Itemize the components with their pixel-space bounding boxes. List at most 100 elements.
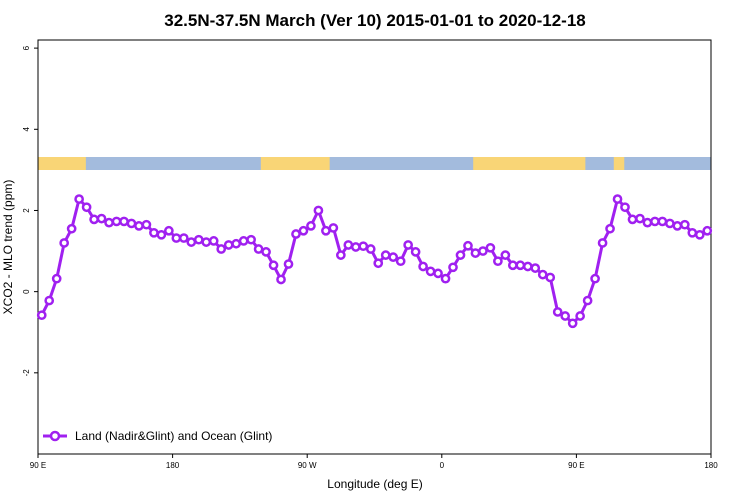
y-tick-label: 4 — [22, 127, 31, 132]
data-point — [365, 244, 376, 254]
data-point — [186, 237, 197, 247]
data-point — [66, 223, 77, 234]
data-point — [493, 256, 503, 267]
land-segment-2 — [473, 157, 586, 170]
data-point — [657, 216, 668, 227]
y-tick-label: 0 — [22, 289, 31, 294]
data-point — [283, 259, 294, 269]
land-segment-0 — [38, 157, 86, 170]
land-ocean-strip — [38, 157, 711, 170]
land-segment-3 — [613, 157, 625, 170]
data-point — [515, 260, 526, 271]
data-point — [642, 217, 653, 228]
data-point — [89, 214, 99, 225]
data-point — [141, 219, 152, 230]
legend-marker — [49, 430, 61, 442]
data-point — [530, 263, 541, 273]
plot-frame — [37, 39, 712, 455]
data-point — [582, 295, 593, 306]
data-point — [478, 246, 488, 256]
data-point — [223, 240, 234, 250]
data-point — [276, 274, 286, 285]
data-point — [463, 240, 473, 251]
y-axis-label: XCO2 - MLO trend (ppm) — [1, 180, 15, 315]
data-point — [470, 248, 481, 258]
data-point — [448, 262, 458, 273]
data-point — [104, 217, 114, 228]
data-point — [171, 233, 182, 243]
data-point — [672, 221, 683, 231]
data-point — [620, 202, 630, 213]
data-point — [410, 247, 421, 257]
y-tick-label: 6 — [22, 45, 31, 50]
data-point — [261, 247, 271, 257]
data-point — [545, 272, 556, 283]
legend-label: Land (Nadir&Glint) and Ocean (Glint) — [75, 429, 272, 443]
data-point — [567, 318, 578, 329]
data-point — [238, 236, 249, 246]
data-point — [597, 238, 608, 248]
data-point — [485, 242, 496, 253]
data-point — [36, 310, 47, 321]
data-point — [231, 238, 242, 249]
data-point — [193, 234, 204, 245]
y-tick-label: -2 — [22, 369, 31, 377]
data-point — [178, 233, 189, 243]
data-point — [687, 227, 698, 238]
data-point — [350, 242, 361, 252]
data-point — [627, 214, 638, 225]
data-point — [253, 244, 264, 254]
data-point — [575, 311, 585, 321]
data-point — [380, 250, 391, 260]
data-point — [388, 252, 399, 262]
data-point — [694, 229, 705, 240]
data-point — [702, 225, 713, 236]
data-point — [126, 218, 137, 229]
data-point — [134, 221, 144, 231]
data-point — [358, 241, 369, 252]
legend: Land (Nadir&Glint) and Ocean (Glint) — [43, 429, 272, 443]
data-point — [96, 213, 107, 224]
data-point — [395, 256, 406, 267]
data-point — [500, 250, 511, 260]
y-tick-label: 2 — [22, 208, 31, 213]
data-point — [537, 269, 548, 280]
data-point — [455, 250, 466, 260]
x-tick-label: 90 E — [30, 461, 46, 470]
x-tick-label: 90 E — [568, 461, 584, 470]
data-point — [560, 311, 571, 321]
data-point — [440, 273, 451, 284]
data-point — [650, 216, 660, 227]
data-point — [425, 266, 436, 277]
data-point — [201, 237, 212, 247]
data-point — [373, 258, 384, 269]
data-point — [51, 273, 62, 284]
data-point — [74, 194, 84, 204]
data-point — [328, 223, 339, 233]
data-point — [605, 223, 615, 234]
data-point — [433, 268, 443, 279]
land-segment-1 — [260, 157, 330, 170]
x-axis-label: Longitude (deg E) — [327, 477, 422, 491]
data-point — [216, 244, 227, 254]
data-point — [418, 261, 428, 272]
data-point — [44, 295, 55, 306]
data-point — [156, 229, 167, 240]
data-point — [313, 205, 324, 216]
x-tick-label: 0 — [440, 461, 445, 470]
data-point — [679, 219, 690, 230]
data-point — [343, 240, 354, 250]
data-point — [336, 250, 346, 260]
data-point — [306, 221, 316, 231]
data-point — [164, 225, 174, 236]
data-point — [149, 227, 159, 238]
series-land-ocean — [36, 194, 713, 329]
data-point — [552, 307, 563, 317]
data-point — [81, 202, 92, 213]
data-point — [612, 194, 623, 204]
data-point — [522, 261, 533, 272]
data-point — [665, 218, 675, 229]
x-axis-ticks: 90 E 180 90 W 0 90 E 180 — [30, 454, 718, 470]
y-axis-ticks: -2 0 2 4 6 — [22, 45, 38, 376]
